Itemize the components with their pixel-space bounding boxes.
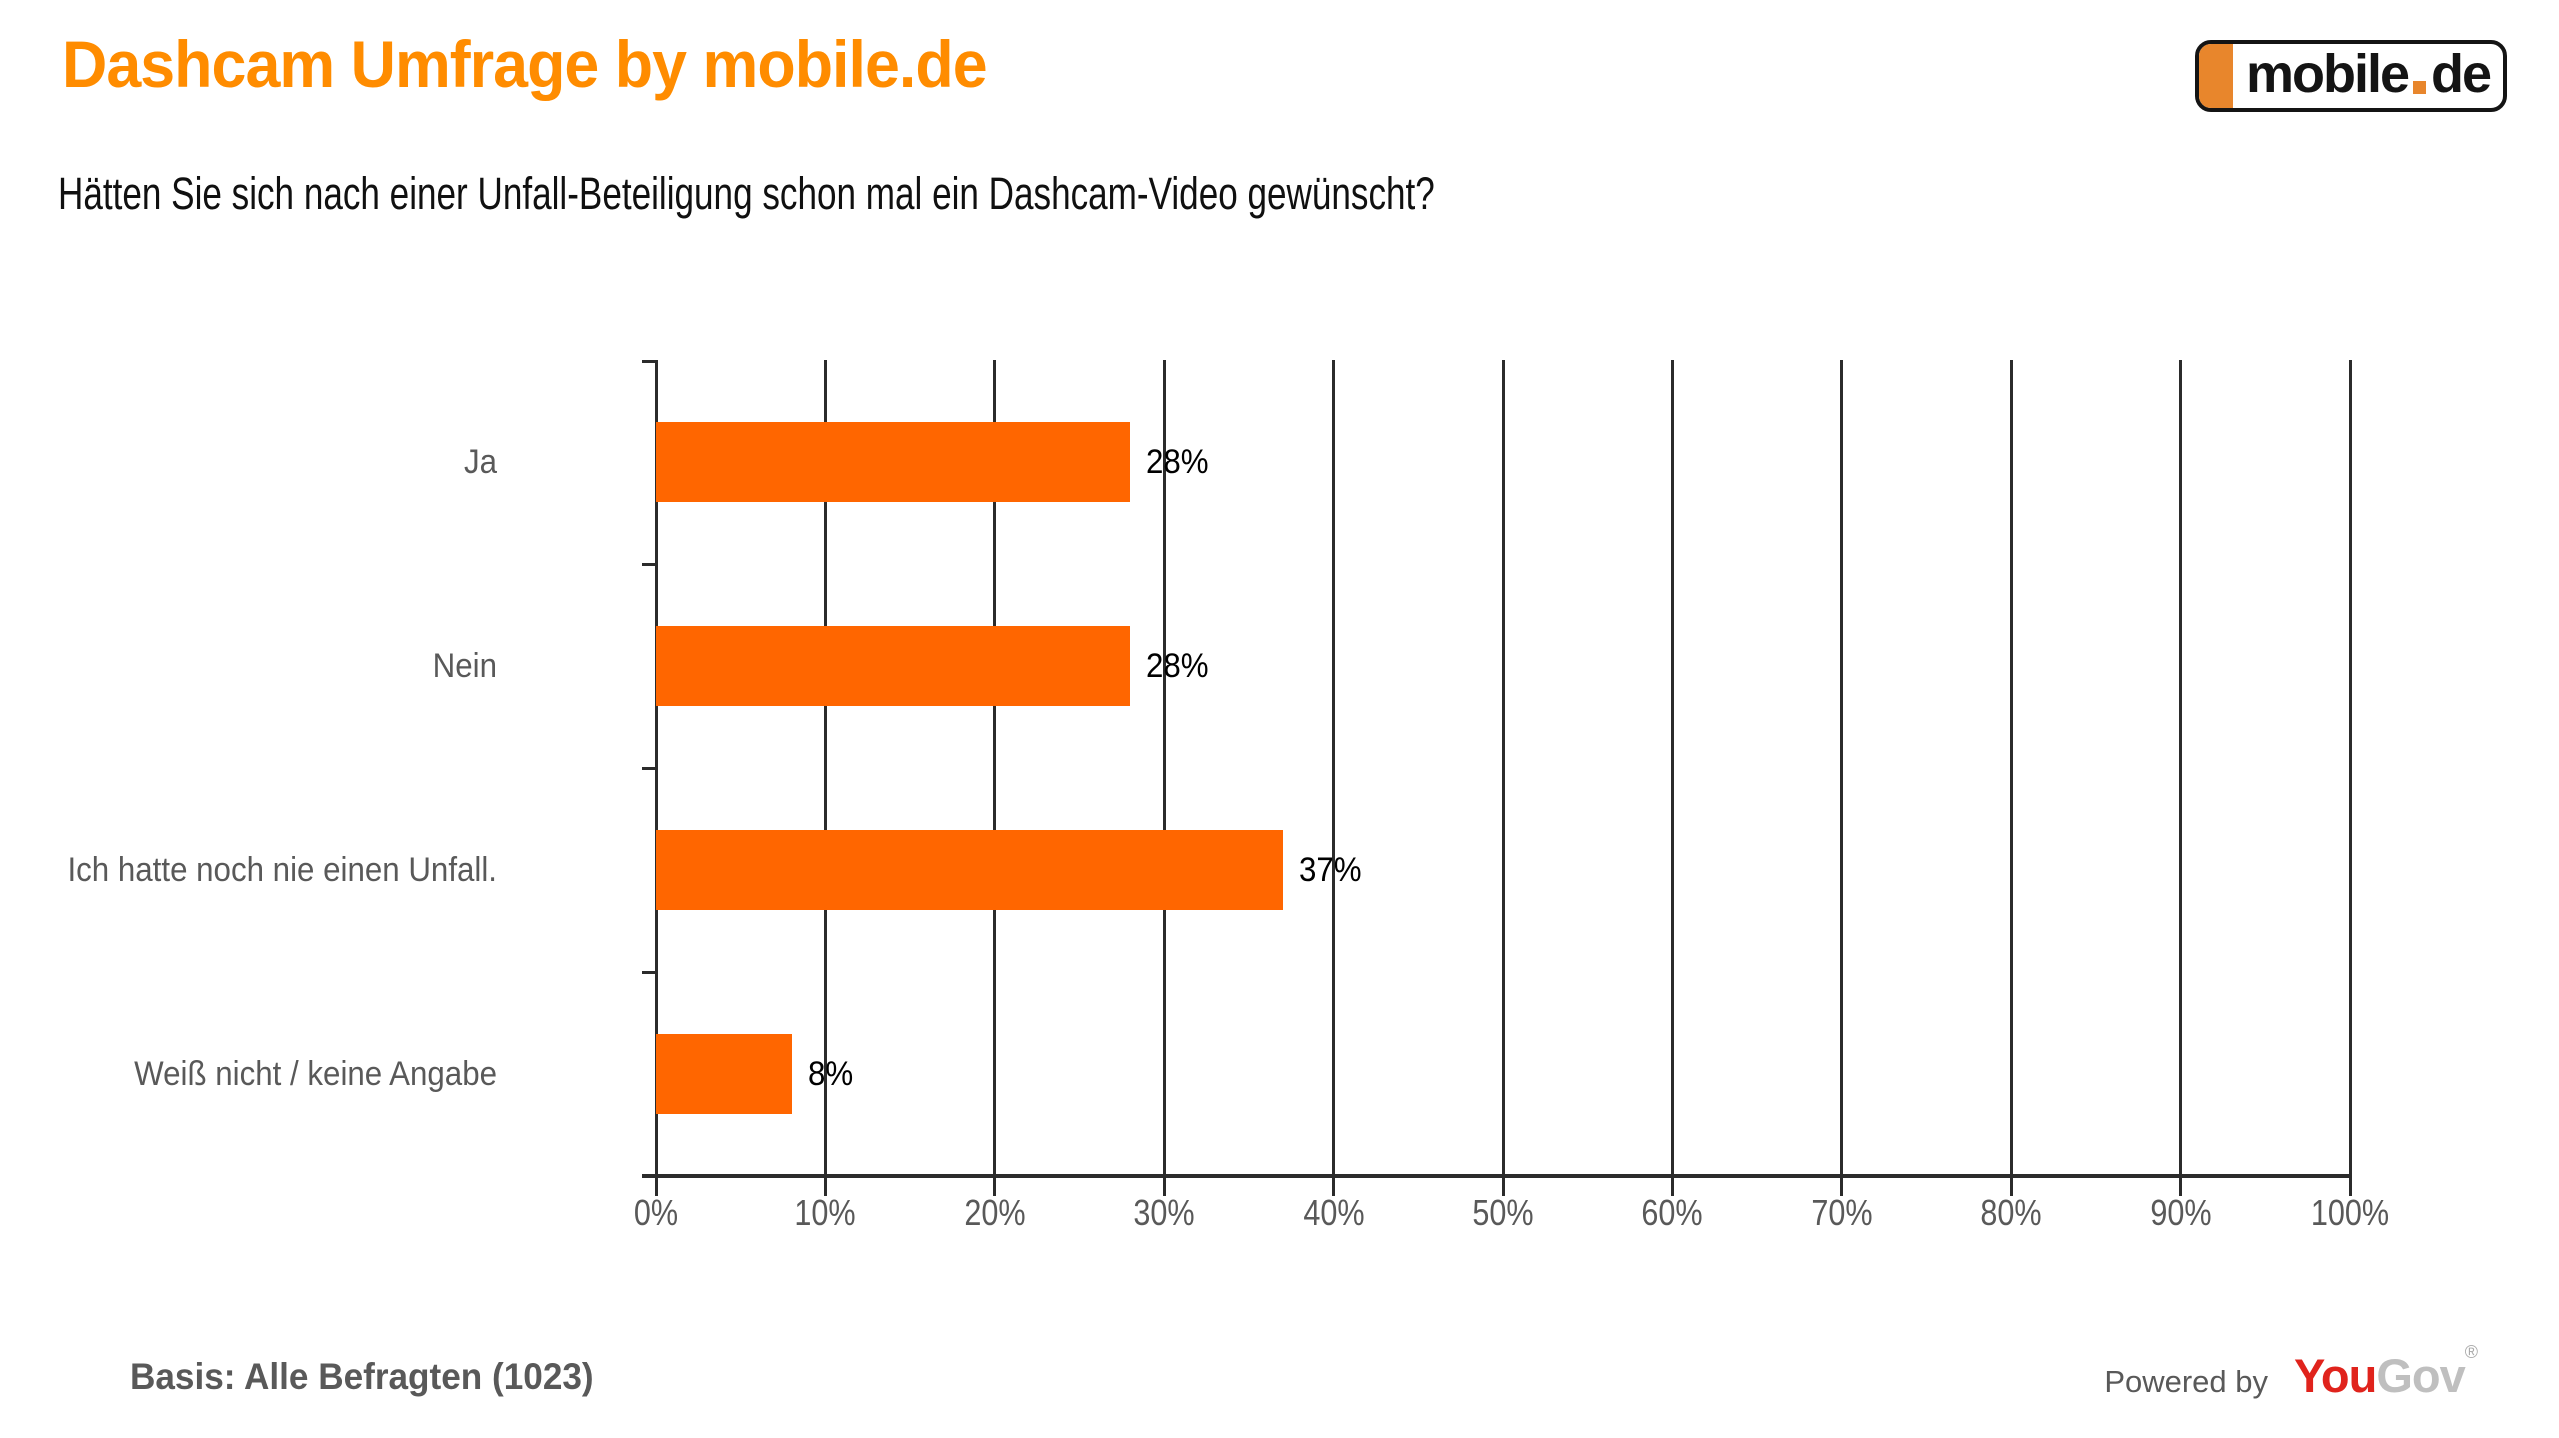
gridline	[1670, 360, 1674, 1176]
bar-value-label: 37%	[1298, 850, 1362, 889]
bar	[656, 626, 1131, 706]
x-axis-tick	[2179, 1176, 2183, 1196]
x-axis-tick-label: 90%	[2149, 1192, 2212, 1233]
bar	[656, 830, 1283, 910]
category-label: Nein	[432, 646, 497, 685]
yougov-logo-gov: Gov	[2376, 1349, 2465, 1402]
bar-value-label: 28%	[1146, 442, 1209, 481]
yougov-logo-you: You	[2294, 1349, 2377, 1402]
x-axis-tick	[823, 1176, 827, 1196]
gridline	[2009, 360, 2013, 1176]
gridline	[1162, 360, 1166, 1176]
logo-text: mobile de	[2233, 44, 2503, 108]
x-axis-tick-label: 80%	[1980, 1192, 2042, 1233]
x-axis-tick-label: 20%	[964, 1192, 1026, 1233]
category-label: Ja	[463, 442, 497, 481]
gridline	[993, 360, 997, 1176]
x-axis-tick	[2009, 1176, 2013, 1196]
gridline	[1840, 360, 1844, 1176]
gridline	[1332, 360, 1336, 1176]
basis-note: Basis: Alle Befragten (1023)	[130, 1356, 594, 1397]
category-label: Weiß nicht / keine Angabe	[134, 1054, 497, 1093]
logo-text-part2: de	[2431, 44, 2492, 104]
logo-text-part1: mobile	[2245, 44, 2410, 104]
gridline	[823, 360, 827, 1176]
y-axis-tick	[642, 970, 656, 974]
x-axis-tick-label: 100%	[2310, 1192, 2390, 1233]
bar-chart: Ja Nein Ich hatte noch nie einen Unfall. We…	[0, 360, 2559, 1233]
gridline	[654, 360, 658, 1176]
x-axis-tick	[2348, 1176, 2352, 1196]
gridline	[2348, 360, 2352, 1176]
bar	[656, 1034, 792, 1114]
yougov-logo: YouGov®	[2294, 1342, 2478, 1403]
plot-area: 28% 28% 37% 8%	[642, 360, 2352, 1196]
logo-orange-block-icon	[2199, 44, 2233, 108]
y-axis-tick	[642, 360, 656, 363]
x-axis-tick-label: 60%	[1641, 1192, 1704, 1233]
category-label: Ich hatte noch nie einen Unfall.	[67, 850, 497, 889]
logo-dot-icon	[2413, 80, 2426, 94]
x-axis-tick	[1501, 1176, 1505, 1196]
x-axis-tick-label: 40%	[1302, 1192, 1365, 1233]
mobile-de-logo: mobile de	[2195, 40, 2507, 112]
powered-by-label: Powered by	[2104, 1364, 2269, 1399]
x-axis-tick-label: 70%	[1811, 1192, 1873, 1233]
x-axis-tick	[654, 1176, 658, 1196]
x-axis-tick-label: 30%	[1133, 1192, 1195, 1233]
x-axis-tick	[993, 1176, 997, 1196]
bar-value-label: 28%	[1146, 646, 1209, 685]
x-axis-tick	[1670, 1176, 1674, 1196]
x-axis-tick-label: 10%	[794, 1192, 857, 1233]
gridline	[1501, 360, 1505, 1176]
survey-question: Hätten Sie sich nach einer Unfall-Beteil…	[58, 168, 1435, 219]
y-axis-tick	[642, 562, 656, 566]
page-title: Dashcam Umfrage by mobile.de	[62, 27, 988, 101]
x-axis-tick-label: 0%	[633, 1192, 679, 1233]
x-axis-tick	[1840, 1176, 1844, 1196]
gridline	[2179, 360, 2183, 1176]
category-axis-labels: Ja Nein Ich hatte noch nie einen Unfall. We…	[0, 360, 497, 1176]
y-axis-tick	[642, 766, 656, 770]
bar	[656, 422, 1131, 502]
x-axis-line	[642, 1174, 2352, 1178]
powered-by-block: Powered by YouGov®	[2104, 1342, 2478, 1403]
x-axis-tick-label: 50%	[1472, 1192, 1534, 1233]
bar-value-label: 8%	[807, 1054, 853, 1093]
x-axis-tick-labels: 0% 10% 20% 30% 40% 50% 60% 70% 80% 90% 100%	[634, 1192, 2389, 1242]
x-axis-tick	[1332, 1176, 1336, 1196]
x-axis-tick	[1162, 1176, 1166, 1196]
registered-mark: ®	[2464, 1342, 2478, 1362]
